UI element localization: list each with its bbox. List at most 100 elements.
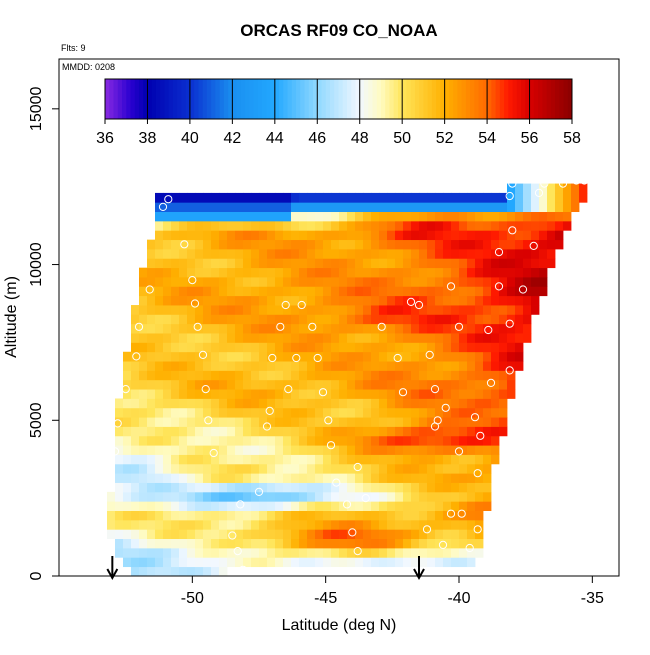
heatmap-cell [379, 305, 388, 315]
heatmap-cell [435, 351, 444, 362]
heatmap-cell [403, 445, 412, 455]
heatmap-cell [555, 220, 564, 231]
observation-point [430, 385, 440, 394]
heatmap-cell [539, 239, 548, 250]
heatmap-cell [291, 286, 300, 297]
heatmap-cell [139, 529, 148, 540]
heatmap-cell [339, 342, 348, 353]
heatmap-cell [395, 538, 404, 549]
heatmap-cell [491, 379, 500, 390]
heatmap-cell [171, 239, 180, 250]
heatmap-cell [331, 463, 340, 474]
heatmap-cell [259, 230, 268, 241]
heatmap-cell [171, 519, 180, 530]
heatmap-cell [467, 314, 476, 325]
heatmap-cell [355, 267, 364, 278]
heatmap-cell [235, 510, 244, 521]
heatmap-cell [299, 323, 308, 334]
heatmap-cell [339, 314, 348, 325]
heatmap-cell [147, 370, 156, 381]
heatmap-cell [299, 473, 308, 483]
heatmap-cell [403, 202, 412, 213]
heatmap-cell [179, 538, 188, 549]
colorbar-swatch [185, 79, 191, 119]
colorbar-swatch [117, 79, 123, 119]
heatmap-cell [347, 286, 356, 297]
heatmap-cell [251, 211, 260, 222]
colorbar-swatch [529, 79, 535, 119]
heatmap-cell [347, 557, 356, 568]
heatmap-cell [443, 510, 452, 521]
heatmap-cell [139, 361, 148, 371]
heatmap-cell [179, 482, 188, 493]
heatmap-cell [115, 510, 124, 521]
heatmap-cell [451, 529, 460, 540]
heatmap-cell [523, 286, 532, 297]
heatmap-cell [291, 361, 300, 371]
heatmap-cell [291, 211, 300, 222]
heatmap-cell [267, 192, 276, 203]
heatmap-cell [379, 192, 388, 203]
heatmap-cell [379, 557, 388, 568]
heatmap-cell [355, 323, 364, 334]
heatmap-cell [331, 454, 340, 465]
heatmap-cell [435, 529, 444, 540]
heatmap-cell [243, 220, 252, 231]
heatmap-cell [291, 192, 300, 203]
heatmap-cell [227, 463, 236, 474]
heatmap-cell [251, 258, 260, 269]
heatmap-cell [171, 230, 180, 241]
observation-point [284, 385, 293, 394]
heatmap-cell [347, 510, 356, 521]
heatmap-cell [227, 398, 236, 409]
heatmap-cell [387, 333, 396, 343]
heatmap-cell [291, 389, 300, 399]
heatmap-cell [483, 220, 492, 231]
heatmap-cell [387, 557, 396, 568]
colorbar-frame [104, 78, 573, 120]
heatmap-cell [371, 519, 380, 530]
heatmap-cell [283, 323, 292, 334]
heatmap-cell [187, 239, 196, 250]
heatmap-cell [483, 361, 492, 371]
heatmap-cell [131, 529, 140, 540]
heatmap-cell [467, 398, 476, 409]
heatmap-cell [435, 407, 444, 418]
heatmap-cell [355, 426, 364, 437]
heatmap-cell [195, 538, 204, 549]
heatmap-cell [147, 323, 156, 334]
observation-point [572, 176, 581, 185]
heatmap-cell [323, 529, 332, 540]
heatmap-cell [195, 314, 204, 325]
heatmap-cell [283, 557, 292, 568]
heatmap-cell [203, 295, 212, 306]
heatmap-cell [355, 361, 364, 371]
heatmap-cell [467, 351, 476, 362]
heatmap-cell [203, 202, 212, 213]
heatmap-cell [499, 407, 508, 418]
heatmap-cell [203, 463, 212, 474]
colorbar-tick-label: 42 [223, 130, 241, 147]
heatmap-cell [387, 258, 396, 269]
heatmap-cell [123, 538, 132, 549]
heatmap-cell [299, 445, 308, 455]
heatmap-cell [211, 323, 220, 334]
heatmap-cell [195, 407, 204, 418]
heatmap-cell [491, 286, 500, 297]
heatmap-cell [291, 407, 300, 418]
heatmap-cell [331, 351, 340, 362]
heatmap-cell [331, 473, 340, 483]
heatmap-cell [187, 333, 196, 343]
heatmap-cell [275, 463, 284, 474]
flight-arrow-head [413, 568, 425, 581]
heatmap-cell [203, 547, 212, 558]
heatmap-cell [179, 389, 188, 399]
heatmap-cell [291, 445, 300, 455]
heatmap-cell [267, 538, 276, 549]
heatmap-cell [411, 538, 420, 549]
heatmap-cell [123, 482, 132, 493]
heatmap-cell [275, 295, 284, 306]
heatmap-cell [483, 501, 492, 511]
heatmap-cell [515, 230, 524, 241]
